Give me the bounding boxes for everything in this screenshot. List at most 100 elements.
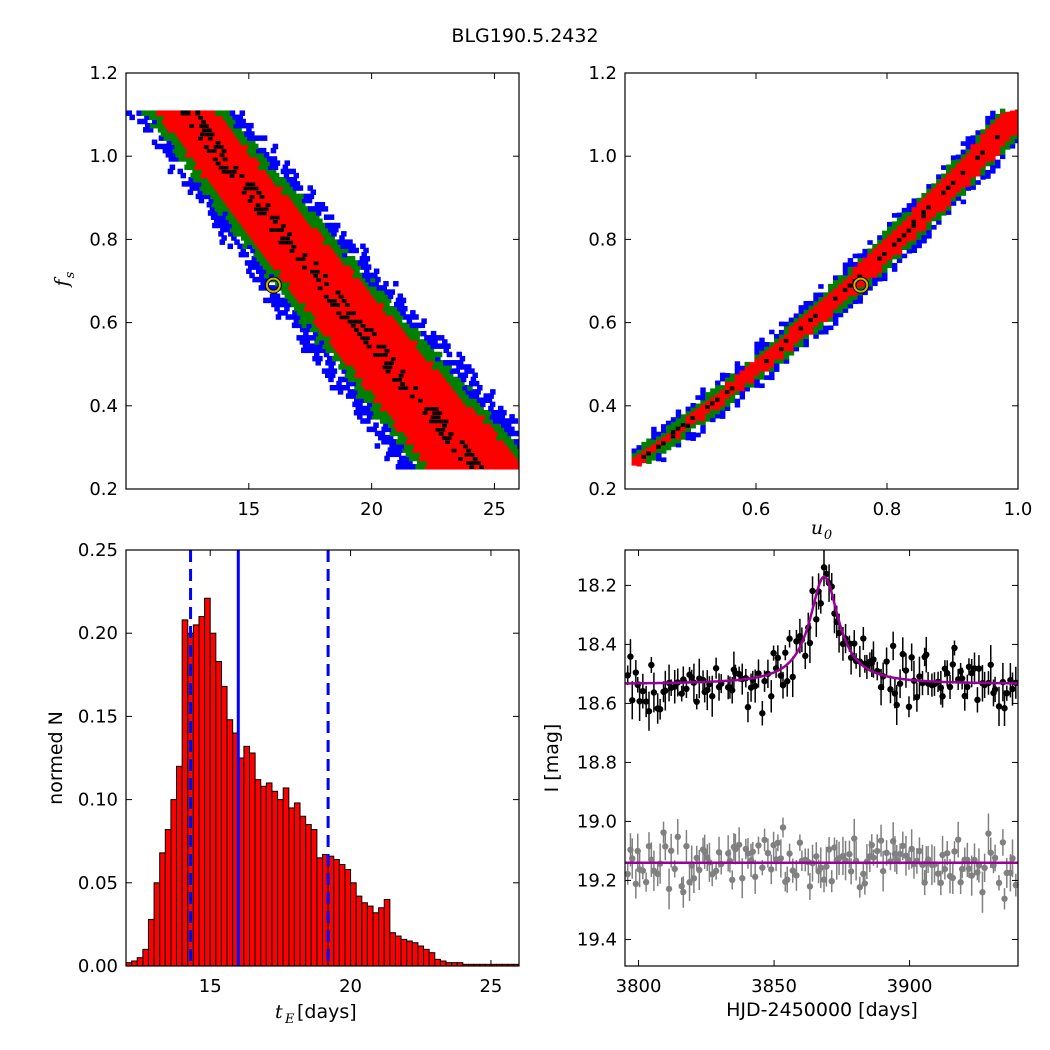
heatmap-cell [355, 405, 362, 412]
heatmap-cell [269, 193, 275, 200]
residual-point [820, 876, 828, 883]
heatmap-cell [449, 368, 456, 374]
heatmap-cell [272, 264, 279, 270]
heatmap-cell [734, 361, 741, 366]
heatmap-cell [372, 318, 378, 324]
best-cell [221, 168, 227, 174]
heatmap-cell [496, 422, 502, 428]
heatmap-cell [376, 297, 382, 304]
heatmap-cell [293, 239, 299, 245]
heatmap-cell [297, 285, 304, 291]
heatmap-cell [264, 193, 270, 200]
heatmap-cell [774, 358, 780, 364]
heatmap-cell [225, 193, 231, 200]
heatmap-cell [246, 189, 253, 195]
best-cell [352, 318, 358, 324]
heatmap-cell [301, 243, 307, 250]
histogram-bar [153, 882, 161, 966]
heatmap-cell [434, 368, 441, 374]
heatmap-cell [453, 405, 460, 412]
residual-point [828, 877, 835, 885]
heatmap-cell [425, 451, 431, 458]
heatmap-cells [631, 108, 1018, 467]
x-tick-label: 25 [483, 499, 506, 520]
heatmap-cell [276, 301, 282, 308]
heatmap-cell [769, 358, 775, 364]
heatmap-cell [365, 322, 372, 329]
heatmap-cell [485, 447, 492, 453]
heatmap-cell [487, 430, 494, 437]
heatmap-cell [404, 393, 411, 399]
heatmap-cell [960, 166, 967, 171]
heatmap-cell [145, 122, 151, 129]
heatmap-cell [262, 276, 268, 283]
heatmap-cell [240, 181, 247, 187]
heatmap-cell [425, 343, 432, 349]
heatmap-cell [312, 330, 319, 337]
heatmap-cell [334, 281, 340, 287]
heatmap-cell [496, 409, 502, 416]
heatmap-cell [442, 385, 449, 391]
heatmap-cell [196, 118, 202, 125]
heatmap-cell [471, 422, 478, 428]
heatmap-cell [314, 214, 320, 220]
y-tick-label: 19.0 [577, 811, 617, 832]
heatmap-cell [926, 213, 932, 218]
heatmap-cell [418, 372, 424, 379]
heatmap-cell [921, 197, 927, 202]
best-cell [197, 135, 203, 141]
heatmap-cell [465, 401, 471, 408]
heatmap-cell [941, 181, 947, 187]
heatmap-cell [205, 193, 211, 200]
heatmap-cell [266, 243, 273, 250]
heatmap-cell [936, 203, 942, 209]
heatmap-cell [1004, 128, 1011, 134]
heatmap-cell [303, 330, 309, 337]
heatmap-cell [290, 189, 297, 195]
heatmap-cell [455, 376, 462, 383]
heatmap-cell [985, 153, 991, 158]
heatmap-cell [387, 293, 394, 299]
y-tick-label: 1.2 [89, 63, 118, 84]
obs-point [949, 661, 956, 668]
heatmap-cell [393, 385, 400, 391]
heatmap-cell [368, 351, 374, 358]
heatmap-cell [926, 233, 932, 239]
heatmap-cell [375, 322, 381, 329]
heatmap-cell [408, 326, 414, 333]
heatmap-cell [926, 188, 932, 193]
heatmap-cell [631, 448, 637, 454]
heatmap-cell [965, 181, 972, 187]
heatmap-cell [338, 364, 344, 370]
residual-point [941, 865, 949, 873]
heatmap-cell [354, 397, 360, 403]
heatmap-cell [405, 343, 412, 349]
best-cell [896, 237, 902, 243]
heatmap-cell [433, 335, 440, 341]
heatmap-cell [450, 426, 456, 433]
best-cell [209, 131, 215, 137]
best-cell [382, 364, 388, 370]
heatmap-cell [680, 435, 687, 440]
heatmap-cell [906, 248, 913, 254]
best-cell [203, 143, 209, 149]
heatmap-cell [356, 343, 363, 349]
heatmap-cell [389, 418, 396, 424]
heatmap-cell [1004, 120, 1011, 125]
heatmap-cell [367, 318, 373, 324]
heatmap-cell [472, 372, 478, 379]
heatmap-cell [366, 297, 372, 304]
heatmap-cell [232, 156, 238, 162]
heatmap-cell [744, 386, 750, 392]
heatmap-cell [788, 346, 795, 352]
heatmap-cell [248, 164, 254, 171]
heatmap-cell [223, 122, 230, 129]
heatmap-cell [769, 342, 775, 347]
heatmap-cell [415, 426, 422, 433]
heatmap-cell [326, 368, 333, 374]
figure-title: BLG190.5.2432 [451, 25, 598, 47]
heatmap-cell [453, 455, 459, 462]
heatmap-cell [477, 443, 484, 449]
heatmap-cell [916, 226, 922, 232]
heatmap-cell [407, 459, 413, 466]
